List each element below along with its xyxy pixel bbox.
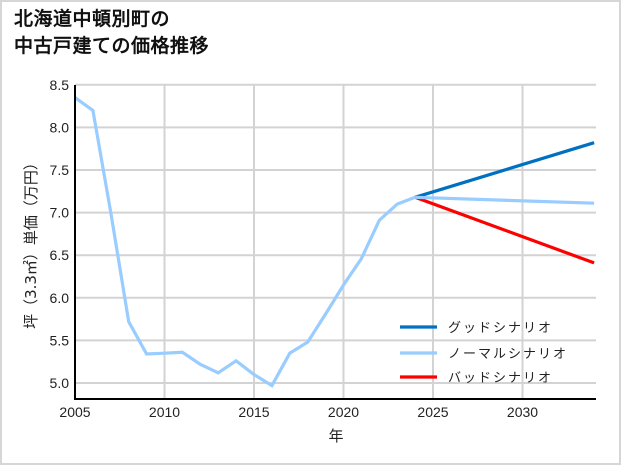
chart-title: 北海道中頓別町の 中古戸建ての価格推移 bbox=[14, 6, 209, 60]
x-tick-label: 2015 bbox=[238, 404, 269, 420]
y-tick-label: 7.5 bbox=[50, 162, 70, 178]
chart-title-line1: 北海道中頓別町の bbox=[14, 8, 171, 30]
x-tick-label: 2025 bbox=[417, 404, 448, 420]
legend-label: ノーマルシナリオ bbox=[448, 347, 568, 362]
legend-item: ノーマルシナリオ bbox=[400, 347, 568, 362]
legend-label: グッドシナリオ bbox=[448, 321, 553, 336]
y-tick-label: 6.5 bbox=[50, 247, 70, 263]
x-tick-label: 2010 bbox=[149, 404, 180, 420]
legend-item: グッドシナリオ bbox=[400, 321, 553, 336]
y-tick-label: 5.0 bbox=[50, 375, 70, 391]
series-line bbox=[414, 141, 595, 199]
legend-item: バッドシナリオ bbox=[400, 371, 553, 386]
y-tick-label: 8.0 bbox=[50, 119, 70, 135]
y-axis-label: 坪（3.3㎡）単価（万円） bbox=[22, 155, 40, 329]
x-tick-label: 2020 bbox=[328, 404, 359, 420]
y-tick-label: 6.0 bbox=[50, 290, 70, 306]
legend-label: バッドシナリオ bbox=[448, 371, 553, 386]
x-tick-label: 2005 bbox=[59, 404, 90, 420]
axes bbox=[74, 85, 596, 400]
series-line bbox=[414, 195, 595, 265]
x-axis-label: 年 bbox=[328, 427, 343, 445]
y-tick-label: 5.5 bbox=[50, 332, 70, 348]
y-tick-label: 7.0 bbox=[50, 205, 70, 221]
x-tick-label: 2030 bbox=[507, 404, 538, 420]
chart-title-line2: 中古戸建ての価格推移 bbox=[14, 35, 210, 57]
series-line bbox=[415, 195, 595, 205]
y-tick-label: 8.5 bbox=[50, 77, 70, 93]
x-tick-labels: 2005 2010 2015 2020 2025 2030 bbox=[59, 404, 538, 420]
series-line bbox=[74, 96, 416, 388]
series-lines bbox=[74, 96, 595, 388]
y-tick-labels: 5.0 5.5 6.0 6.5 7.0 7.5 8.0 8.5 bbox=[50, 77, 70, 391]
